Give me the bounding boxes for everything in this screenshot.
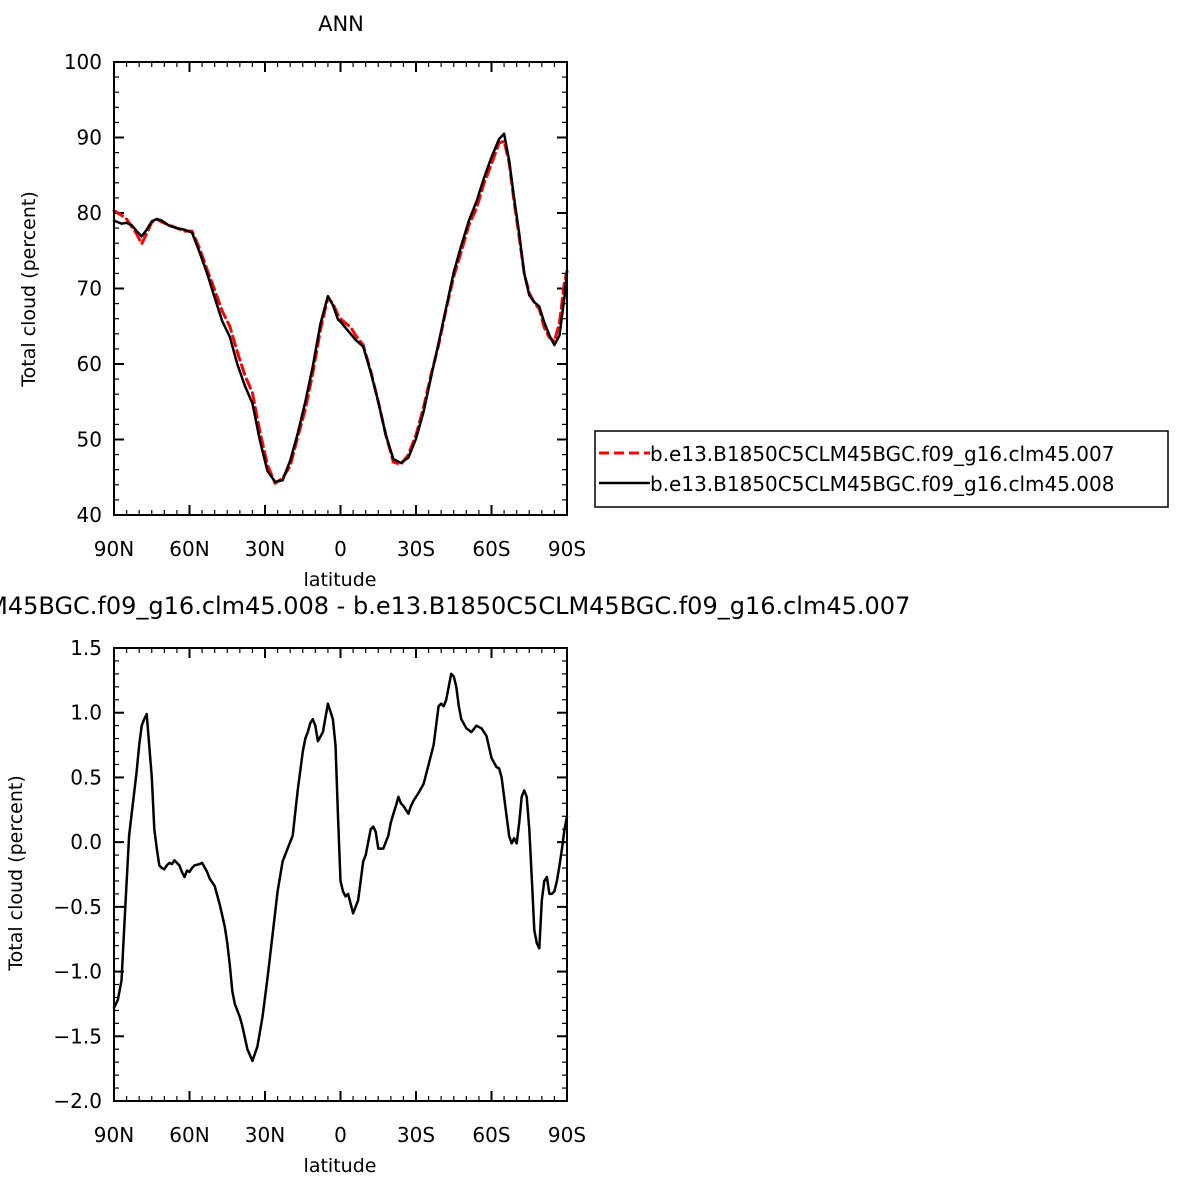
top-chart-y-tick-label: 80 bbox=[77, 201, 102, 225]
bottom-chart-x-tick-label: 90S bbox=[548, 1123, 586, 1147]
legend-label-007: b.e13.B1850C5CLM45BGC.f09_g16.clm45.007 bbox=[650, 442, 1114, 466]
top-chart-series-line-1 bbox=[112, 132, 569, 484]
top-chart-x-tick-label: 90N bbox=[94, 537, 134, 561]
top-chart-x-tick-label: 30S bbox=[397, 537, 435, 561]
bottom-chart-y-tick-label: −2.0 bbox=[53, 1089, 102, 1113]
top-chart: ANN 90N 60N 30N 0 30S 60S 90S 40 50 60 70 80 90 100 T… bbox=[18, 12, 586, 591]
legend: b.e13.B1850C5CLM45BGC.f09_g16.clm45.007 … bbox=[594, 430, 1169, 508]
top-chart-y-tick-label: 70 bbox=[77, 277, 102, 301]
bottom-chart-x-tick-label: 30N bbox=[245, 1123, 285, 1147]
top-chart-x-tick-label: 30N bbox=[245, 537, 285, 561]
top-chart-series-line-0 bbox=[112, 139, 569, 485]
bottom-chart-x-axis-label: latitude bbox=[304, 1155, 377, 1177]
legend-box bbox=[594, 430, 1169, 508]
top-chart-x-axis-label: latitude bbox=[304, 569, 377, 591]
top-chart-title: ANN bbox=[318, 12, 364, 36]
top-chart-y-tick-label: 100 bbox=[64, 50, 102, 74]
top-chart-x-tick-label: 60N bbox=[169, 537, 209, 561]
bottom-chart-y-tick-label: −1.5 bbox=[53, 1024, 102, 1048]
top-chart-frame bbox=[113, 61, 568, 516]
top-chart-y-tick-label: 60 bbox=[77, 352, 102, 376]
top-chart-marks: 90N 60N 30N 0 30S 60S 90S 40 50 60 70 80 90 100 bbox=[64, 50, 586, 561]
top-chart-x-tick-label: 60S bbox=[472, 537, 510, 561]
bottom-chart-y-tick-label: 0.0 bbox=[70, 830, 102, 854]
top-chart-y-axis-label: Total cloud (percent) bbox=[18, 191, 40, 388]
bottom-chart-x-tick-label: 60N bbox=[169, 1123, 209, 1147]
bottom-chart-frame bbox=[113, 647, 568, 1102]
bottom-chart: b.e13.B1850C5CLM45BGC.f09_g16.clm45.008 … bbox=[0, 592, 910, 1177]
bottom-chart-y-tick-label: 1.5 bbox=[70, 636, 102, 660]
bottom-chart-y-tick-label: 1.0 bbox=[70, 701, 102, 725]
bottom-chart-y-tick-label: −1.0 bbox=[53, 960, 102, 984]
bottom-chart-title: b.e13.B1850C5CLM45BGC.f09_g16.clm45.008 … bbox=[0, 592, 910, 620]
bottom-chart-x-tick-label: 60S bbox=[472, 1123, 510, 1147]
bottom-chart-y-tick-label: −0.5 bbox=[53, 895, 102, 919]
top-chart-x-tick-label: 0 bbox=[334, 537, 347, 561]
top-chart-x-tick-label: 90S bbox=[548, 537, 586, 561]
bottom-chart-x-tick-label: 0 bbox=[334, 1123, 347, 1147]
top-chart-y-tick-label: 40 bbox=[77, 503, 102, 527]
bottom-chart-marks: 90N 60N 30N 0 30S 60S 90S −2.0 −1.5 −1.0 −0.5 0.0 0.… bbox=[53, 636, 586, 1147]
top-chart-y-tick-label: 90 bbox=[77, 126, 102, 150]
bottom-chart-y-tick-label: 0.5 bbox=[70, 765, 102, 789]
legend-label-008: b.e13.B1850C5CLM45BGC.f09_g16.clm45.008 bbox=[650, 472, 1114, 496]
bottom-chart-x-tick-label: 30S bbox=[397, 1123, 435, 1147]
bottom-chart-x-tick-label: 90N bbox=[94, 1123, 134, 1147]
bottom-chart-y-axis-label: Total cloud (percent) bbox=[5, 775, 27, 972]
bottom-chart-series-line-0 bbox=[112, 672, 569, 1063]
top-chart-y-tick-label: 50 bbox=[77, 428, 102, 452]
